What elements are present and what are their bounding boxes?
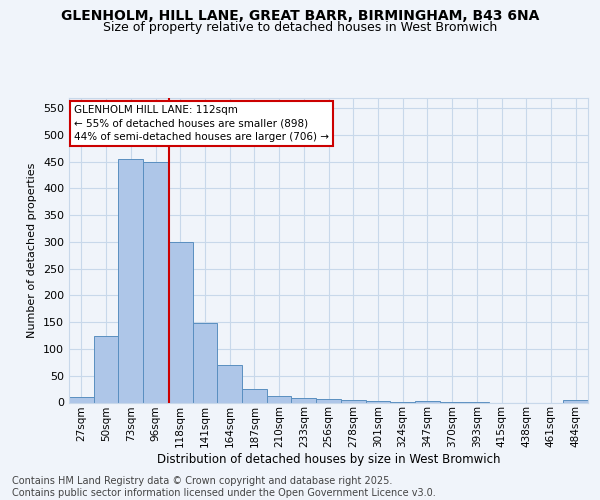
Bar xyxy=(242,389,267,402)
Y-axis label: Number of detached properties: Number of detached properties xyxy=(28,162,37,338)
Text: GLENHOLM HILL LANE: 112sqm
← 55% of detached houses are smaller (898)
44% of sem: GLENHOLM HILL LANE: 112sqm ← 55% of deta… xyxy=(74,105,329,142)
Bar xyxy=(69,397,94,402)
Bar xyxy=(267,396,292,402)
Bar xyxy=(316,400,341,402)
Bar xyxy=(341,400,365,402)
Bar xyxy=(143,162,168,402)
Bar xyxy=(168,242,193,402)
Bar xyxy=(563,400,588,402)
Text: Size of property relative to detached houses in West Bromwich: Size of property relative to detached ho… xyxy=(103,21,497,34)
Bar xyxy=(118,159,143,402)
Bar xyxy=(292,398,316,402)
X-axis label: Distribution of detached houses by size in West Bromwich: Distribution of detached houses by size … xyxy=(157,453,500,466)
Bar xyxy=(94,336,118,402)
Text: GLENHOLM, HILL LANE, GREAT BARR, BIRMINGHAM, B43 6NA: GLENHOLM, HILL LANE, GREAT BARR, BIRMING… xyxy=(61,9,539,23)
Bar xyxy=(193,324,217,402)
Bar xyxy=(217,365,242,403)
Text: Contains HM Land Registry data © Crown copyright and database right 2025.
Contai: Contains HM Land Registry data © Crown c… xyxy=(12,476,436,498)
Bar xyxy=(365,401,390,402)
